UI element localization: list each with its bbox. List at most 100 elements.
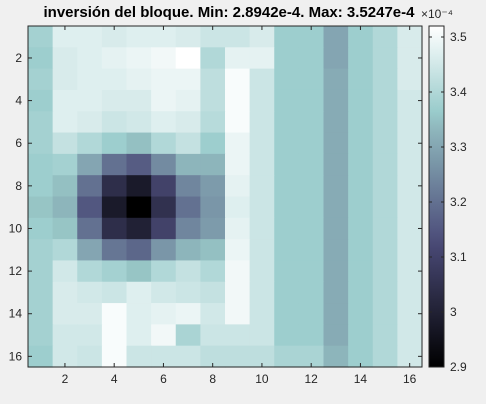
colorbar-tick-label: 3.5 (450, 30, 467, 44)
heatmap-cell (397, 111, 423, 134)
heatmap-cell (126, 68, 152, 91)
heatmap-cell (397, 217, 423, 240)
heatmap-cell (151, 132, 177, 155)
heatmap-cell (200, 281, 226, 304)
heatmap-cell (151, 324, 177, 347)
heatmap-cell (52, 303, 78, 325)
heatmap-cell (274, 47, 300, 70)
heatmap-cell (28, 196, 54, 219)
y-tick-label: 12 (9, 264, 23, 278)
heatmap-cell (249, 217, 275, 240)
heatmap-cell (397, 132, 423, 155)
heatmap-cell (52, 47, 78, 70)
heatmap-cell (200, 345, 226, 368)
heatmap-cell (151, 303, 177, 325)
heatmap-cell (52, 153, 78, 176)
heatmap-cell (397, 196, 423, 219)
heatmap-cell (200, 217, 226, 240)
heatmap-cell (200, 239, 226, 262)
colorbar-tick-label: 3.4 (450, 85, 467, 99)
heatmap-cell (348, 281, 374, 304)
heatmap-cell (397, 153, 423, 176)
heatmap-cell (348, 324, 374, 347)
heatmap-cell (372, 239, 398, 262)
y-tick-label: 2 (15, 51, 22, 65)
y-tick-label: 6 (15, 136, 22, 150)
heatmap-cell (372, 324, 398, 347)
heatmap-cell (175, 281, 201, 304)
heatmap-cell (372, 303, 398, 325)
heatmap-cell (348, 345, 374, 368)
heatmap-cell (323, 345, 349, 368)
heatmap-cell (298, 196, 325, 219)
heatmap-cell (28, 68, 54, 91)
x-tick-label: 4 (111, 372, 118, 386)
heatmap-cell (200, 196, 226, 219)
heatmap-cell (372, 217, 398, 240)
heatmap-cell (126, 89, 152, 112)
heatmap-cell (348, 111, 374, 134)
heatmap-cell (298, 153, 325, 176)
heatmap-cell (77, 281, 103, 304)
heatmap-cell (249, 132, 275, 155)
heatmap-cell (298, 260, 325, 283)
heatmap-cell (200, 175, 226, 198)
heatmap-cell (175, 132, 201, 155)
heatmap-cell (323, 89, 349, 112)
heatmap-cell (52, 345, 78, 368)
heatmap-cell (175, 303, 201, 325)
heatmap-cell (175, 260, 201, 283)
heatmap-cell (151, 239, 177, 262)
heatmap-cell (126, 47, 152, 70)
heatmap-cell (200, 153, 226, 176)
heatmap-cell (175, 324, 201, 347)
heatmap-cell (225, 217, 251, 240)
heatmap-cell (274, 217, 300, 240)
heatmap-cell (151, 196, 177, 219)
heatmap-cell (225, 47, 251, 70)
heatmap-cell (151, 153, 177, 176)
heatmap-cell (225, 132, 251, 155)
heatmap-cell (126, 239, 152, 262)
heatmap-cell (77, 196, 103, 219)
heatmap-cell (274, 281, 300, 304)
heatmap-cell (126, 175, 152, 198)
heatmap-cell (175, 26, 201, 48)
heatmap-cell (77, 345, 103, 368)
heatmap-cell (274, 153, 300, 176)
heatmap-cell (274, 132, 300, 155)
heatmap-cell (28, 153, 54, 176)
heatmap-cell (77, 217, 103, 240)
x-axis-ticks: 2 4 6 8 10 12 14 16 (62, 26, 417, 386)
heatmap-cell (126, 153, 152, 176)
heatmap-cell (101, 153, 128, 176)
heatmap-cell (200, 303, 226, 325)
heatmap-cell (323, 132, 349, 155)
colorbar-tick-label: 3 (450, 305, 457, 319)
heatmap-cell (77, 153, 103, 176)
heatmap-cell (126, 324, 152, 347)
y-tick-label: 4 (15, 94, 22, 108)
heatmap-cell (200, 324, 226, 347)
heatmap-cell (151, 281, 177, 304)
heatmap-cell (323, 153, 349, 176)
heatmap-cell (249, 111, 275, 134)
heatmap-cell (151, 47, 177, 70)
heatmap-cell (348, 196, 374, 219)
heatmap-cell (397, 239, 423, 262)
heatmap-cell (249, 303, 275, 325)
heatmap-cell (274, 303, 300, 325)
heatmap-cell (175, 153, 201, 176)
heatmap-cell (397, 26, 423, 48)
heatmap-cell (348, 175, 374, 198)
heatmap-cell (348, 47, 374, 70)
heatmap-cell (175, 89, 201, 112)
heatmap-cell (126, 260, 152, 283)
heatmap-cell (397, 345, 423, 368)
heatmap-cell (249, 260, 275, 283)
heatmap-cell (52, 239, 78, 262)
heatmap-cell (126, 303, 152, 325)
heatmap-cell (175, 196, 201, 219)
heatmap-cell (249, 68, 275, 91)
